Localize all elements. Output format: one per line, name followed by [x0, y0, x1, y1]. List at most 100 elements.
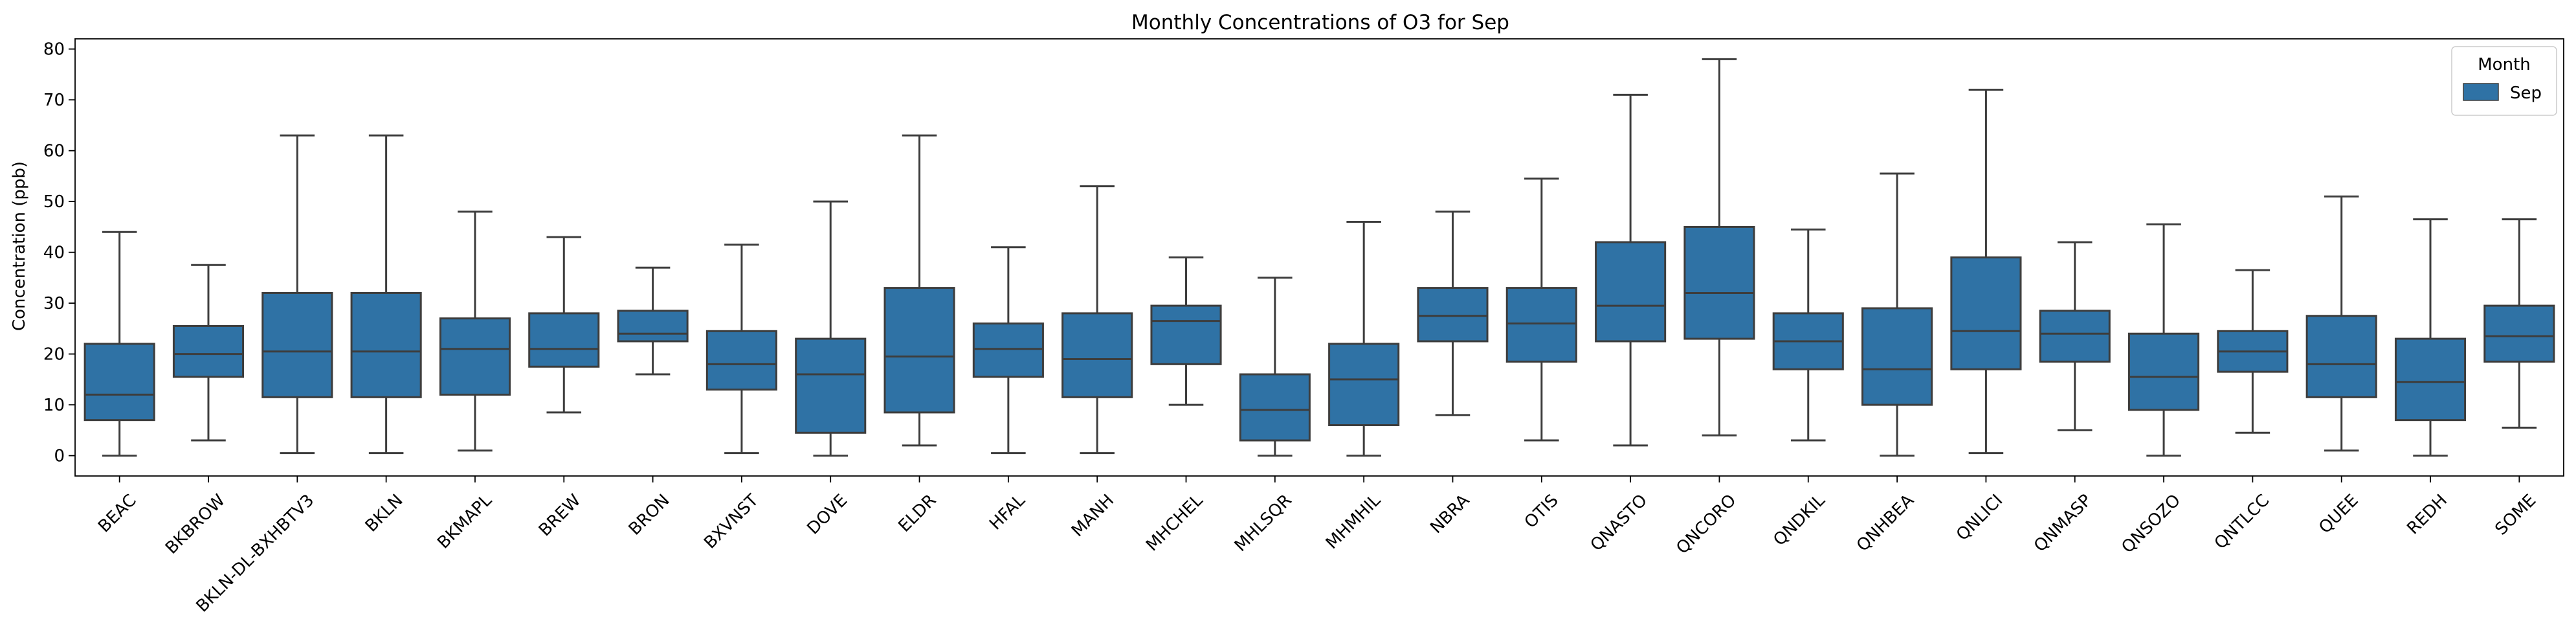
box-brew	[528, 236, 600, 414]
box-mhlsqr	[1239, 277, 1311, 457]
box-iqr	[261, 291, 333, 398]
x-tick-label: MHMHIL	[1322, 490, 1385, 553]
y-tick-label: 40	[43, 243, 65, 263]
box-iqr	[1505, 287, 1577, 363]
box-redh	[2394, 218, 2467, 457]
x-tick-label: QNASTO	[1587, 491, 1651, 555]
box-dove	[795, 200, 867, 457]
box-bkbrow	[172, 264, 245, 442]
x-tick-label: BKBROW	[162, 491, 229, 558]
box-iqr	[883, 287, 955, 414]
box-iqr	[350, 291, 422, 398]
box-otis	[1505, 177, 1577, 442]
box-mhmhil	[1328, 221, 1400, 457]
box-iqr	[439, 317, 511, 396]
legend-swatch	[2463, 83, 2499, 101]
x-tick-label: MHLSQR	[1231, 491, 1296, 556]
x-tick-label: QUEE	[2315, 491, 2362, 538]
y-axis-label: Concentration (ppb)	[10, 161, 29, 331]
x-tick-label: ELDR	[895, 491, 940, 536]
box-iqr	[1417, 287, 1489, 343]
box-iqr	[705, 330, 777, 391]
box-iqr	[83, 343, 155, 422]
y-tick-label: 60	[43, 142, 65, 161]
box-qnlici	[1950, 88, 2022, 455]
x-tick-label: HFAL	[986, 490, 1029, 534]
y-tick-label: 50	[43, 192, 65, 212]
box-bkln	[350, 134, 422, 455]
x-tick-label: SOME	[2491, 491, 2540, 539]
box-iqr	[2394, 337, 2467, 422]
y-tick-label: 30	[43, 294, 65, 313]
box-bkln-dl-bxhbtv3	[261, 134, 333, 455]
box-quee	[2305, 195, 2377, 452]
box-qndkil	[1772, 228, 1844, 442]
y-tick-label: 20	[43, 345, 65, 365]
box-iqr	[1950, 256, 2022, 370]
box-iqr	[972, 323, 1044, 378]
box-qnasto	[1595, 93, 1667, 447]
box-mhchel	[1150, 256, 1222, 406]
x-tick-label: DOVE	[803, 491, 851, 539]
box-bkmapl	[439, 210, 511, 452]
boxes-group	[83, 58, 2555, 457]
x-tick-label: BKMAPL	[434, 490, 496, 552]
x-tick-label: MHCHEL	[1142, 490, 1207, 555]
box-iqr	[1328, 343, 1400, 427]
y-tick-label: 70	[43, 91, 65, 110]
x-tick-label: BKLN	[362, 491, 407, 536]
legend: Month Sep	[2451, 46, 2557, 116]
x-tick-label: BRON	[625, 491, 674, 539]
box-hfal	[972, 246, 1044, 455]
box-qnmasp	[2039, 241, 2111, 431]
box-iqr	[1861, 307, 1933, 406]
box-manh	[1061, 185, 1133, 455]
box-some	[2483, 218, 2555, 429]
box-iqr	[2483, 304, 2555, 363]
box-qnsozo	[2127, 223, 2200, 457]
chart-title: Monthly Concentrations of O3 for Sep	[1131, 11, 1509, 34]
box-nbra	[1417, 210, 1489, 416]
box-iqr	[528, 312, 600, 368]
x-tick-label: BREW	[535, 491, 584, 540]
box-iqr	[2039, 310, 2111, 363]
box-iqr	[1595, 241, 1667, 343]
x-tick-label: QNTLCC	[2211, 491, 2274, 554]
y-tick-label: 10	[43, 396, 65, 415]
y-tick-label: 80	[43, 40, 65, 60]
box-qncoro	[1683, 58, 1755, 436]
legend-title: Month	[2478, 55, 2531, 74]
box-iqr	[795, 337, 867, 434]
y-axis-ticks: 0 10 20 30 40 50 60 70 80	[43, 40, 75, 466]
x-tick-label: BXVNST	[700, 491, 762, 553]
x-tick-label: NBRA	[1427, 491, 1473, 538]
box-beac	[83, 231, 155, 457]
x-tick-label: QNCORO	[1672, 491, 1740, 558]
box-iqr	[2127, 332, 2200, 411]
box-iqr	[1239, 373, 1311, 442]
box-eldr	[883, 134, 955, 447]
box-iqr	[2305, 315, 2377, 398]
x-tick-label: BEAC	[94, 491, 140, 537]
box-qntlcc	[2217, 269, 2289, 434]
box-bxvnst	[705, 243, 777, 455]
x-tick-label: QNHBEA	[1853, 491, 1918, 556]
y-tick-label: 0	[54, 447, 65, 466]
x-tick-label: QNDKIL	[1770, 490, 1829, 550]
plot-frame	[74, 38, 2564, 477]
box-iqr	[1683, 225, 1755, 340]
x-tick-label: MANH	[1068, 491, 1118, 541]
box-iqr	[617, 310, 689, 343]
x-tick-label: OTIS	[1521, 491, 1562, 532]
x-tick-label: QNSOZO	[2118, 491, 2184, 558]
box-iqr	[1061, 312, 1133, 398]
x-tick-label: QNMASP	[2030, 491, 2096, 556]
x-tick-label: REDH	[2403, 491, 2451, 539]
box-iqr	[1150, 304, 1222, 365]
box-bron	[617, 266, 689, 376]
legend-entry-sep: Sep	[2510, 84, 2542, 103]
box-iqr	[172, 324, 245, 378]
